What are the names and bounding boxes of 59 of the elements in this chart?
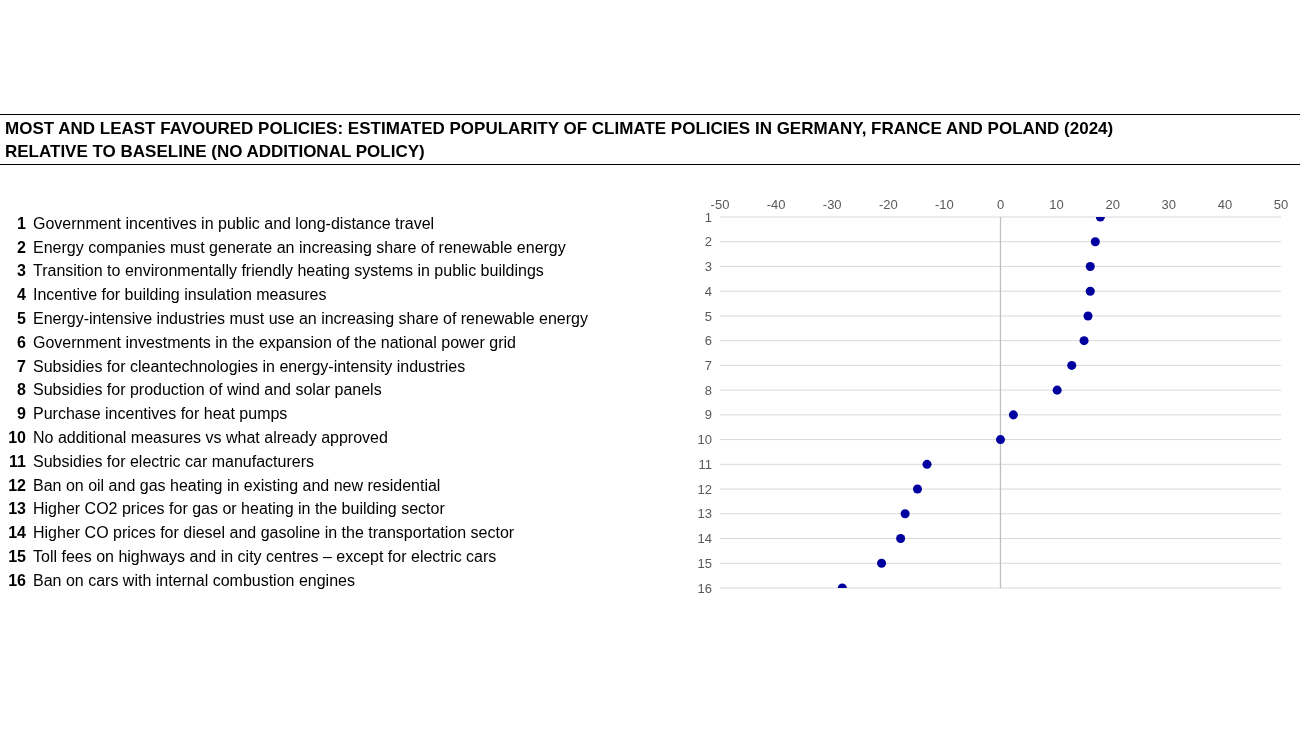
text: 7 Subsidies for cleantechnologies in energy-intensity industries xyxy=(16,357,466,376)
text: 9 Purchase incentives for heat pumps xyxy=(16,405,288,424)
text: 12 Ban on oil and gas heating in existing and new residential xyxy=(7,476,441,495)
point xyxy=(922,459,932,469)
text: RELATIVE TO BASELINE (NO ADDITIONAL POLICY) xyxy=(5,141,426,163)
y-tick-label: 7 xyxy=(704,358,712,374)
text: 5 Energy-intensive industries must use an increasing share of renewable energy xyxy=(16,310,588,329)
y-tick-label: 1 xyxy=(704,209,712,225)
x-tick-label: 0 xyxy=(996,197,1005,212)
y-tick-label: 14 xyxy=(697,531,712,547)
x-tick-label: 40 xyxy=(1217,197,1233,212)
y-tick-label: 11 xyxy=(698,456,712,472)
point xyxy=(896,534,906,544)
x-tick-label: 20 xyxy=(1105,197,1120,212)
point xyxy=(995,435,1006,445)
x-tick-label: -30 xyxy=(822,197,842,212)
y-tick-label: 2 xyxy=(704,234,712,250)
text: 4 Incentive for building insulation measures xyxy=(16,286,327,305)
y-tick-label: 9 xyxy=(704,407,712,423)
point xyxy=(877,558,887,568)
point xyxy=(1079,336,1089,346)
y-tick-label: 4 xyxy=(704,283,712,299)
y-tick-label: 8 xyxy=(704,382,712,398)
text: 13 Higher CO2 prices for gas or heating in the building sector xyxy=(7,500,445,519)
x-tick-label: -50 xyxy=(710,197,730,212)
text: 11 Subsidies for electric car manufacturers xyxy=(8,452,314,471)
text: 6 Government investments in the expansion of the national power grid xyxy=(16,333,516,352)
text: 8 Subsidies for production of wind and solar panels xyxy=(16,381,382,400)
text: 2 Energy companies must generate an increasing share of renewable energy xyxy=(16,238,566,257)
point xyxy=(1085,261,1095,271)
y-tick-label: 13 xyxy=(697,506,712,522)
point xyxy=(1090,237,1100,247)
y-tick-label: 6 xyxy=(704,333,712,349)
x-tick-label: 10 xyxy=(1049,197,1064,212)
point xyxy=(1083,311,1093,321)
point xyxy=(912,484,922,494)
point xyxy=(1067,360,1077,370)
y-tick-label: 15 xyxy=(697,555,712,571)
text: 3 Transition to environmentally friendly heating systems in public buildings xyxy=(16,262,544,281)
point xyxy=(1008,410,1018,420)
point xyxy=(1085,286,1095,296)
y-tick-label: 3 xyxy=(704,259,712,275)
point xyxy=(1052,385,1062,395)
x-tick-label: 50 xyxy=(1273,197,1289,212)
text: 1 Government incentives in public and long-distance travel xyxy=(16,214,435,233)
y-tick-label: 16 xyxy=(697,580,712,596)
x-tick-label: -10 xyxy=(935,197,954,212)
text: 15 Toll fees on highways and in city centres – except for electric cars xyxy=(7,548,497,567)
y-tick-label: 12 xyxy=(697,481,712,497)
y-tick-label: 10 xyxy=(697,432,712,448)
text: 16 Ban on cars with internal combustion engines xyxy=(7,571,355,590)
x-tick-label: -40 xyxy=(766,197,786,212)
text: 14 Higher CO prices for diesel and gasoline in the transportation sector xyxy=(7,524,515,543)
text: 10 No additional measures vs what already approved xyxy=(7,429,388,448)
x-tick-label: -20 xyxy=(878,197,898,212)
point xyxy=(900,509,910,519)
y-tick-label: 5 xyxy=(704,308,712,324)
text: MOST AND LEAST FAVOURED POLICIES: ESTIMATED POPULARITY OF CLIMATE POLICIES IN GERMANY, FRANCE AND POLAND (2024) xyxy=(5,118,1115,140)
x-tick-label: 30 xyxy=(1161,197,1177,212)
